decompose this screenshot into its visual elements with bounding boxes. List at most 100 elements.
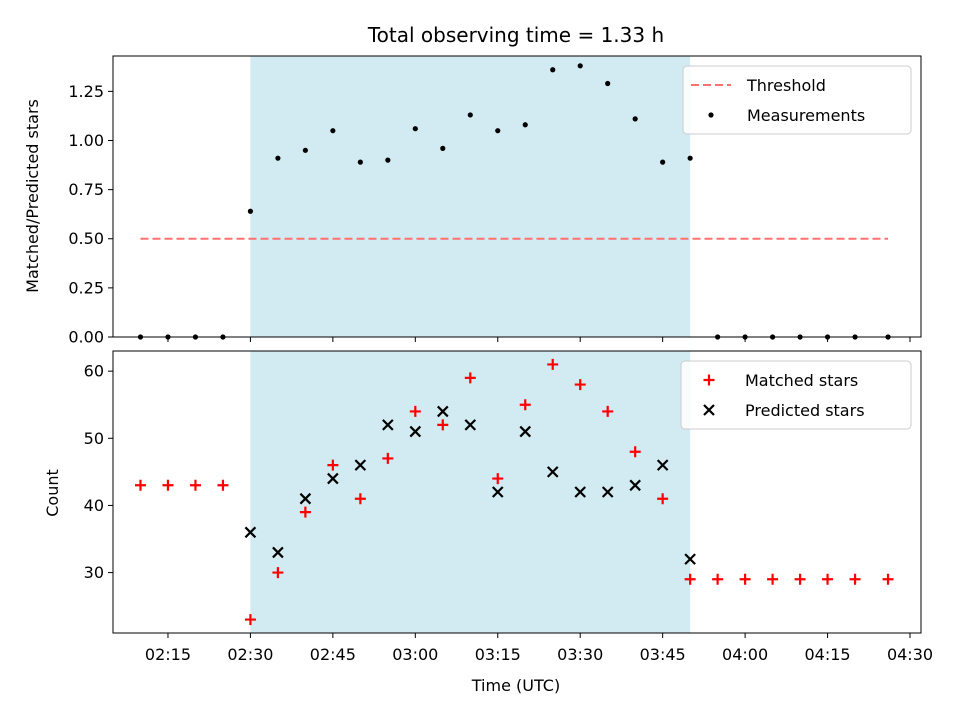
- matched-stars-point: [327, 459, 339, 471]
- y-tick-label: 30: [84, 563, 104, 582]
- x-tick-label: 03:45: [640, 645, 686, 664]
- matched-stars-point: [244, 614, 256, 626]
- predicted-stars-point: [574, 486, 586, 498]
- predicted-stars-point: [244, 526, 257, 539]
- predicted-stars-point: [629, 479, 641, 492]
- measurements-point: [495, 128, 501, 134]
- predicted-stars-point: [327, 472, 339, 485]
- matched-stars-point: [602, 405, 614, 417]
- matched-stars-point: [882, 573, 894, 585]
- x-tick-label: 03:30: [557, 645, 603, 664]
- measurements-point: [440, 145, 446, 151]
- matched-stars-point: [189, 479, 201, 491]
- matched-stars-point: [409, 405, 421, 417]
- observing-window-shading: [250, 351, 691, 633]
- y-tick-label: 60: [84, 362, 104, 381]
- x-tick-label: 03:00: [392, 645, 438, 664]
- x-axis-label: Time (UTC): [471, 676, 560, 695]
- plot-frame: [112, 55, 922, 338]
- predicted-stars-point: [409, 425, 422, 438]
- matched-stars-point: [162, 479, 174, 491]
- predicted-stars-point: [299, 492, 312, 505]
- measurements-point: [275, 155, 281, 161]
- predicted-stars-point: [684, 553, 696, 565]
- measurements-point: [385, 157, 391, 163]
- measurements-point: [302, 147, 308, 153]
- matched-stars-point: [519, 399, 531, 411]
- x-tick-label: 03:15: [475, 645, 521, 664]
- y-tick-label: 40: [84, 496, 104, 515]
- matched-stars-point: [492, 473, 504, 485]
- predicted-stars-point: [546, 466, 559, 478]
- y-tick-label: 0.25: [68, 278, 104, 297]
- measurements-point: [550, 67, 556, 73]
- measurements-point: [357, 159, 363, 165]
- x-tick-label: 02:15: [145, 645, 191, 664]
- measurements-point: [687, 155, 693, 161]
- bottom-y-axis-label: Count: [43, 469, 62, 517]
- matched-stars-point: [464, 372, 476, 384]
- measurements-point: [330, 128, 336, 134]
- legend-box: [680, 360, 912, 430]
- matched-stars-point: [849, 573, 861, 585]
- y-tick-label: 0.75: [68, 180, 104, 199]
- top-y-axis-label: Matched/Predicted stars: [23, 99, 42, 293]
- predicted-stars-point: [601, 486, 614, 498]
- matched-stars-point: [629, 446, 641, 458]
- observing-window-shading: [250, 56, 691, 337]
- plot-frame: [112, 350, 922, 634]
- matched-stars-point: [272, 567, 284, 579]
- measurements-point: [412, 126, 418, 132]
- measurements-point: [660, 159, 666, 165]
- y-tick-label: 0.00: [68, 328, 104, 347]
- predicted-stars-point: [437, 405, 449, 418]
- predicted-stars-point: [354, 459, 367, 471]
- predicted-stars-point: [464, 419, 477, 431]
- matched-stars-point: [382, 452, 394, 464]
- legend-box: [682, 65, 912, 135]
- legend-swatch: [703, 404, 715, 416]
- predicted-stars-point: [656, 459, 669, 471]
- x-tick-label: 04:00: [722, 645, 768, 664]
- matched-stars-point: [712, 573, 724, 585]
- measurements-point: [577, 63, 583, 69]
- matched-stars-point: [794, 573, 806, 585]
- matched-stars-point: [684, 573, 696, 585]
- x-tick-label: 04:15: [805, 645, 851, 664]
- predicted-stars-point: [382, 419, 394, 431]
- chart-title: Total observing time = 1.33 h: [367, 23, 664, 47]
- legend-label: Measurements: [747, 106, 865, 125]
- measurements-point: [522, 122, 528, 128]
- x-tick-label: 02:45: [310, 645, 356, 664]
- matched-stars-point: [574, 379, 586, 391]
- matched-stars-point: [217, 479, 229, 491]
- x-tick-label: 02:30: [227, 645, 273, 664]
- matched-stars-point: [657, 493, 669, 505]
- legend-label: Predicted stars: [745, 401, 865, 420]
- matched-stars-point: [547, 358, 559, 370]
- legend-swatch: [708, 112, 714, 118]
- measurements-point: [605, 80, 611, 87]
- predicted-stars-point: [272, 546, 284, 559]
- matched-stars-point: [299, 506, 311, 518]
- y-tick-label: 1.00: [68, 131, 104, 150]
- y-tick-label: 1.25: [68, 82, 104, 101]
- measurements-point: [467, 112, 473, 118]
- legend-label: Threshold: [746, 76, 826, 95]
- bottom-panel: 30 40 50 60 02:15 02:30 02:45 03:00 03:15 03:30 03…: [84, 350, 933, 664]
- measurements-point: [247, 208, 254, 214]
- x-tick-label: 04:30: [887, 645, 933, 664]
- matched-stars-point: [437, 419, 449, 431]
- matched-stars-point: [739, 573, 751, 585]
- matched-stars-point: [822, 573, 834, 585]
- matched-stars-point: [354, 493, 366, 505]
- top-panel: 0.00 0.25 0.50 0.75 1.00 1.25 Threshold Measure…: [68, 55, 922, 347]
- matched-stars-point: [767, 573, 779, 585]
- legend-swatch: [703, 374, 715, 386]
- y-tick-label: 0.50: [68, 229, 104, 248]
- matched-stars-point: [134, 479, 146, 491]
- predicted-stars-point: [491, 486, 504, 498]
- legend-label: Matched stars: [745, 371, 858, 390]
- measurements-point: [632, 116, 638, 122]
